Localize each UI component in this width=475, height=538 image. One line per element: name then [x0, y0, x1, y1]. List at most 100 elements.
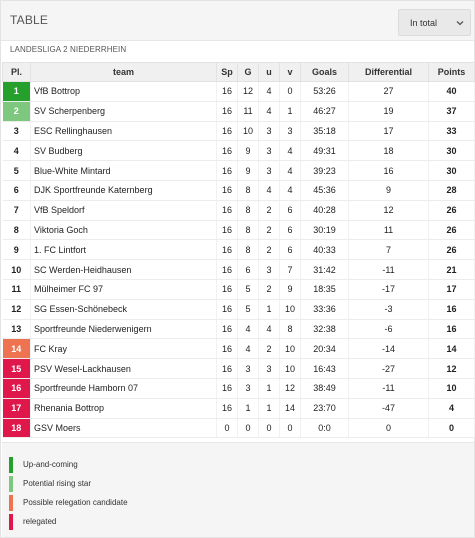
wins-cell: 3 — [237, 378, 259, 399]
team-name[interactable]: DJK Sportfreunde Katernberg — [30, 180, 217, 201]
column-header-wins[interactable]: G — [237, 62, 259, 82]
games-played-cell: 16 — [216, 140, 238, 162]
table-row[interactable]: 7 VfB Speldorf 16 8 2 6 40:28 12 26 — [2, 200, 475, 221]
column-header-games[interactable]: Sp — [216, 62, 238, 82]
goals-cell: 40:28 — [300, 200, 349, 221]
draws-cell: 3 — [258, 259, 280, 280]
goal-difference-cell: 12 — [348, 200, 429, 221]
table-row[interactable]: 5 Blue-White Mintard 16 9 3 4 39:23 16 30 — [2, 160, 475, 181]
column-header-differential[interactable]: Differential — [348, 62, 429, 82]
table-row[interactable]: 6 DJK Sportfreunde Katernberg 16 8 4 4 45:36 9 2… — [2, 180, 475, 201]
points-cell: 14 — [428, 338, 475, 360]
games-played-cell: 16 — [216, 378, 238, 399]
points-cell: 16 — [428, 299, 475, 320]
position-cell: 7 — [2, 200, 31, 221]
games-played-cell: 16 — [216, 358, 238, 379]
table-row[interactable]: 10 SC Werden-Heidhausen 16 6 3 7 31:42 -11 21 — [2, 259, 475, 280]
position-cell: 11 — [2, 279, 31, 300]
table-row[interactable]: 11 Mülheimer FC 97 16 5 2 9 18:35 -17 17 — [2, 279, 475, 300]
draws-cell: 1 — [258, 398, 280, 419]
draws-cell: 1 — [258, 299, 280, 320]
table-row[interactable]: 15 PSV Wesel-Lackhausen 16 3 3 10 16:43 -27 12 — [2, 358, 475, 379]
team-name[interactable]: VfB Bottrop — [30, 81, 217, 102]
table-row[interactable]: 16 Sportfreunde Hamborn 07 16 3 1 12 38:49 -11 1… — [2, 378, 475, 399]
team-name[interactable]: Sportfreunde Niederwenigern — [30, 319, 217, 340]
team-name[interactable]: GSV Moers — [30, 418, 217, 439]
draws-cell: 2 — [258, 239, 280, 261]
losses-cell: 9 — [279, 279, 301, 300]
table-row[interactable]: 14 FC Kray 16 4 2 10 20:34 -14 14 — [2, 338, 475, 360]
games-played-cell: 16 — [216, 200, 238, 221]
goals-cell: 31:42 — [300, 259, 349, 280]
team-name[interactable]: VfB Speldorf — [30, 200, 217, 221]
team-name[interactable]: 1. FC Lintfort — [30, 239, 217, 261]
games-played-cell: 16 — [216, 319, 238, 340]
table-row[interactable]: 3 ESC Rellinghausen 16 10 3 3 35:18 17 33 — [2, 121, 475, 142]
table-row[interactable]: 2 SV Scherpenberg 16 11 4 1 46:27 19 37 — [2, 101, 475, 122]
goal-difference-cell: 11 — [348, 220, 429, 241]
team-name[interactable]: SG Essen-Schönebeck — [30, 299, 217, 320]
position-cell: 17 — [2, 398, 31, 419]
games-played-cell: 16 — [216, 259, 238, 280]
team-name[interactable]: Viktoria Goch — [30, 220, 217, 241]
position-cell: 5 — [2, 160, 31, 181]
points-cell: 37 — [428, 101, 475, 122]
team-name[interactable]: ESC Rellinghausen — [30, 121, 217, 142]
goals-cell: 23:70 — [300, 398, 349, 419]
team-name[interactable]: Blue-White Mintard — [30, 160, 217, 181]
team-name[interactable]: SV Budberg — [30, 140, 217, 162]
points-cell: 0 — [428, 418, 475, 439]
position-cell: 14 — [2, 338, 31, 360]
team-name[interactable]: PSV Wesel-Lackhausen — [30, 358, 217, 379]
position-cell: 2 — [2, 101, 31, 122]
team-name[interactable]: Rhenania Bottrop — [30, 398, 217, 419]
legend-label: Up-and-coming — [23, 460, 78, 469]
position-cell: 3 — [2, 121, 31, 142]
wins-cell: 1 — [237, 398, 259, 419]
table-row[interactable]: 12 SG Essen-Schönebeck 16 5 1 10 33:36 -3 16 — [2, 299, 475, 320]
table-row[interactable]: 18 GSV Moers 0 0 0 0 0:0 0 0 — [2, 418, 475, 439]
team-name[interactable]: Sportfreunde Hamborn 07 — [30, 378, 217, 399]
position-cell: 4 — [2, 140, 31, 162]
table-type-dropdown[interactable]: In total — [398, 9, 471, 36]
table-row[interactable]: 8 Viktoria Goch 16 8 2 6 30:19 11 26 — [2, 220, 475, 241]
goals-cell: 38:49 — [300, 378, 349, 399]
games-played-cell: 16 — [216, 279, 238, 300]
team-name[interactable]: Mülheimer FC 97 — [30, 279, 217, 300]
column-header-position[interactable]: Pl. — [2, 62, 31, 82]
games-played-cell: 16 — [216, 398, 238, 419]
goals-cell: 18:35 — [300, 279, 349, 300]
position-cell: 1 — [2, 81, 31, 102]
column-header-points[interactable]: Points — [428, 62, 475, 82]
team-name[interactable]: FC Kray — [30, 338, 217, 360]
position-cell: 6 — [2, 180, 31, 201]
column-header-team[interactable]: team — [30, 62, 217, 82]
points-cell: 30 — [428, 160, 475, 181]
league-name: LANDESLIGA 2 NIEDERRHEIN — [10, 45, 127, 54]
table-row[interactable]: 9 1. FC Lintfort 16 8 2 6 40:33 7 26 — [2, 239, 475, 261]
team-name[interactable]: SV Scherpenberg — [30, 101, 217, 122]
column-header-goals[interactable]: Goals — [300, 62, 349, 82]
goals-cell: 35:18 — [300, 121, 349, 142]
wins-cell: 4 — [237, 319, 259, 340]
table-row[interactable]: 4 SV Budberg 16 9 3 4 49:31 18 30 — [2, 140, 475, 162]
goals-cell: 30:19 — [300, 220, 349, 241]
draws-cell: 2 — [258, 200, 280, 221]
goals-cell: 0:0 — [300, 418, 349, 439]
table-row[interactable]: 17 Rhenania Bottrop 16 1 1 14 23:70 -47 4 — [2, 398, 475, 419]
wins-cell: 11 — [237, 101, 259, 122]
goals-cell: 49:31 — [300, 140, 349, 162]
goal-difference-cell: 0 — [348, 418, 429, 439]
team-name[interactable]: SC Werden-Heidhausen — [30, 259, 217, 280]
goal-difference-cell: 9 — [348, 180, 429, 201]
draws-cell: 3 — [258, 160, 280, 181]
column-header-losses[interactable]: v — [279, 62, 301, 82]
wins-cell: 0 — [237, 418, 259, 439]
table-row[interactable]: 13 Sportfreunde Niederwenigern 16 4 4 8 32:38-… — [2, 319, 475, 340]
standings-table: Pl. team Sp G u v Goals Differential Poi… — [2, 62, 475, 439]
goal-difference-cell: -11 — [348, 378, 429, 399]
wins-cell: 5 — [237, 299, 259, 320]
column-header-draws[interactable]: u — [258, 62, 280, 82]
table-row[interactable]: 1 VfB Bottrop 16 12 4 0 53:26 27 40 — [2, 81, 475, 102]
widget-title: TABLE — [10, 13, 49, 27]
